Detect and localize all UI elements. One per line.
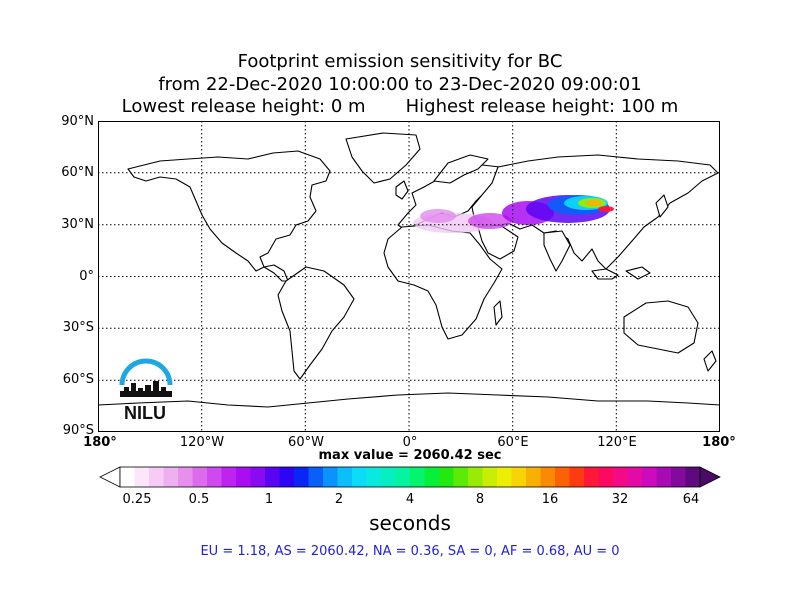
colorbar-segment bbox=[221, 467, 237, 487]
colorbar-segment bbox=[526, 467, 541, 487]
colorbar-segment bbox=[236, 467, 251, 487]
colorbar-segment bbox=[120, 467, 135, 487]
colorbar-segment bbox=[207, 467, 222, 487]
colorbar-extend-low bbox=[99, 466, 121, 488]
colorbar-segment bbox=[511, 467, 527, 487]
lat-label-60s: 60°S bbox=[62, 372, 94, 387]
colorbar-tick-0: 0.25 bbox=[122, 492, 152, 507]
colorbar-segment bbox=[656, 467, 672, 487]
colorbar-segment bbox=[439, 467, 454, 487]
colorbar-units: seconds bbox=[369, 511, 451, 535]
lon-label-60w: 60°W bbox=[288, 435, 324, 450]
colorbar-tick-6: 16 bbox=[541, 492, 559, 507]
title-line-3: Lowest release height: 0 m Highest relea… bbox=[0, 96, 800, 117]
lat-label-90s: 90°S bbox=[62, 423, 94, 438]
lat-label-30s: 30°S bbox=[62, 320, 94, 335]
colorbar-segment bbox=[468, 467, 483, 487]
colorbar-tick-8: 64 bbox=[682, 492, 700, 507]
lon-label-180w: 180° bbox=[83, 435, 117, 450]
colorbar-segment bbox=[671, 467, 686, 487]
colorbar-segment bbox=[584, 467, 599, 487]
colorbar-tick-3: 2 bbox=[334, 492, 344, 507]
max-value-label: max value = 2060.42 sec bbox=[318, 448, 502, 463]
logo-arc bbox=[119, 358, 173, 386]
colorbar-segment bbox=[337, 467, 353, 487]
world-map: NILU bbox=[98, 121, 720, 432]
region-stats: EU = 1.18, AS = 2060.42, NA = 0.36, SA =… bbox=[200, 544, 620, 559]
colorbar-segment bbox=[163, 467, 179, 487]
colorbar-segment bbox=[497, 467, 512, 487]
colorbar bbox=[99, 466, 721, 488]
highest-release-height: Highest release height: 100 m bbox=[405, 96, 679, 117]
colorbar-segment bbox=[598, 467, 614, 487]
colorbar-tick-4: 4 bbox=[405, 492, 415, 507]
lat-label-0: 0° bbox=[79, 269, 94, 284]
colorbar-segment bbox=[366, 467, 382, 487]
colorbar-extend-high bbox=[699, 466, 721, 488]
colorbar-segment bbox=[134, 467, 150, 487]
nilu-logo: NILU bbox=[119, 358, 173, 423]
colorbar-segment bbox=[453, 467, 469, 487]
colorbar-segment bbox=[308, 467, 324, 487]
colorbar-segment bbox=[627, 467, 643, 487]
colorbar-segment bbox=[192, 467, 208, 487]
colorbar-tick-7: 32 bbox=[611, 492, 629, 507]
lowest-release-height: Lowest release height: 0 m bbox=[121, 96, 366, 117]
lon-label-120w: 120°W bbox=[179, 435, 225, 450]
colorbar-segment bbox=[323, 467, 338, 487]
colorbar-segment bbox=[642, 467, 657, 487]
footprint-field bbox=[413, 195, 614, 233]
colorbar-segment bbox=[685, 467, 701, 487]
colorbar-segment bbox=[178, 467, 193, 487]
logo-skyline bbox=[120, 381, 172, 397]
colorbar-segment bbox=[540, 467, 556, 487]
colorbar-segment bbox=[381, 467, 396, 487]
lat-label-90n: 90°N bbox=[61, 114, 94, 129]
title-line-1: Footprint emission sensitivity for BC bbox=[237, 51, 563, 72]
colorbar-tick-5: 8 bbox=[475, 492, 485, 507]
colorbar-tick-1: 0.5 bbox=[188, 492, 210, 507]
colorbar-segment bbox=[424, 467, 440, 487]
colorbar-segment bbox=[279, 467, 295, 487]
colorbar-segment bbox=[294, 467, 309, 487]
colorbar-segment bbox=[352, 467, 367, 487]
logo-text: NILU bbox=[124, 403, 166, 423]
colorbar-segment bbox=[555, 467, 570, 487]
lat-label-60n: 60°N bbox=[61, 165, 94, 180]
lon-label-120e: 120°E bbox=[597, 435, 637, 450]
colorbar-segment bbox=[613, 467, 628, 487]
colorbar-segment bbox=[265, 467, 280, 487]
colorbar-segment bbox=[569, 467, 585, 487]
colorbar-segment bbox=[149, 467, 164, 487]
lon-label-60e: 60°E bbox=[497, 435, 529, 450]
colorbar-border bbox=[119, 466, 701, 488]
lat-label-30n: 30°N bbox=[61, 217, 94, 232]
colorbar-segment bbox=[250, 467, 266, 487]
colorbar-segment bbox=[482, 467, 498, 487]
colorbar-segment bbox=[410, 467, 425, 487]
colorbar-tick-2: 1 bbox=[264, 492, 274, 507]
lon-label-0: 0° bbox=[402, 435, 418, 450]
colorbar-segment bbox=[395, 467, 411, 487]
title-line-2: from 22-Dec-2020 10:00:00 to 23-Dec-2020… bbox=[158, 74, 642, 95]
lon-label-180e: 180° bbox=[702, 435, 736, 450]
